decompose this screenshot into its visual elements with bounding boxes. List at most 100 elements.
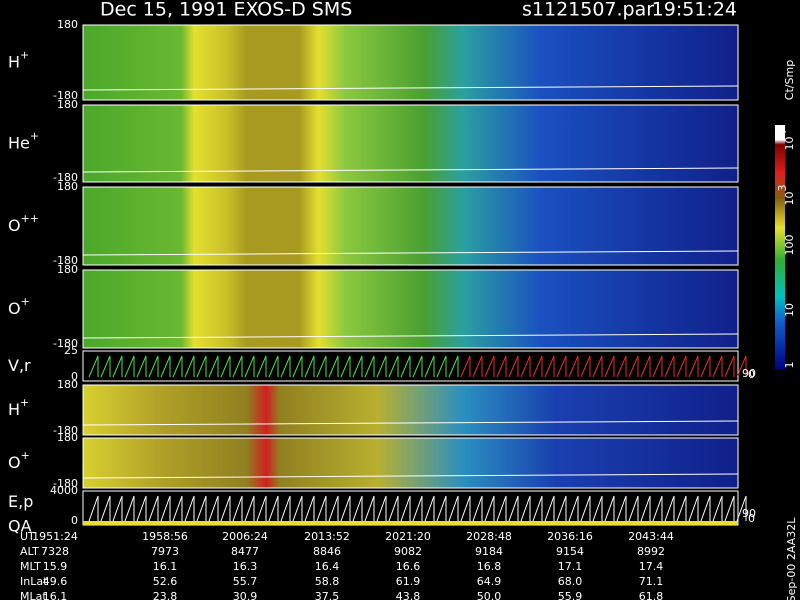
panel-label: H+ bbox=[8, 396, 29, 419]
axis-top: 180 bbox=[57, 180, 78, 193]
table-cell: 9154 bbox=[556, 545, 584, 558]
saw bbox=[580, 495, 591, 522]
saw bbox=[304, 495, 315, 522]
saw bbox=[256, 495, 267, 522]
table-cell: 8846 bbox=[313, 545, 341, 558]
table-cell: 2013:52 bbox=[304, 530, 350, 543]
table-cell: 1958:56 bbox=[142, 530, 188, 543]
axis-bottom: -180 bbox=[53, 254, 78, 267]
saw bbox=[340, 495, 351, 522]
spectrogram bbox=[82, 437, 739, 489]
saw bbox=[412, 355, 423, 378]
table-cell: 2036:16 bbox=[547, 530, 593, 543]
saw bbox=[388, 495, 399, 522]
panel-label-sup: + bbox=[21, 295, 30, 308]
saw bbox=[316, 355, 327, 378]
saw bbox=[172, 495, 183, 522]
panel-label-base: H bbox=[8, 52, 20, 71]
panel-label-base: O bbox=[8, 299, 21, 318]
table-cell: 43.8 bbox=[396, 590, 421, 600]
saw bbox=[472, 495, 483, 522]
color-tick: 103 bbox=[776, 185, 796, 206]
color-tick-base: 10 bbox=[783, 192, 796, 206]
saw bbox=[88, 495, 99, 522]
table-cell: 61.8 bbox=[639, 590, 664, 600]
table-cell: 61.9 bbox=[396, 575, 421, 588]
panel-label: He+ bbox=[8, 130, 39, 153]
trace bbox=[82, 167, 739, 173]
panel-label-sup: ++ bbox=[21, 212, 39, 225]
panel-label: O+ bbox=[8, 449, 30, 472]
panel-label-sup: + bbox=[30, 130, 39, 143]
saw bbox=[352, 355, 363, 378]
axis-right-top: 90 bbox=[742, 507, 756, 520]
panel-label: V,r bbox=[8, 356, 31, 375]
saw bbox=[328, 495, 339, 522]
file-name: s1121507.par bbox=[522, 0, 654, 21]
axis-top: 4000 bbox=[50, 484, 78, 497]
row-label: ALT bbox=[20, 545, 39, 558]
saw bbox=[256, 355, 267, 378]
saw bbox=[280, 495, 291, 522]
table-cell: 2028:48 bbox=[466, 530, 512, 543]
saw bbox=[448, 355, 459, 378]
saw bbox=[124, 495, 135, 522]
saw bbox=[244, 495, 255, 522]
table-cell: 23.8 bbox=[153, 590, 178, 600]
color-tick: 100 bbox=[783, 235, 796, 256]
table-cell: 16.1 bbox=[153, 560, 178, 573]
table-cell: 7973 bbox=[151, 545, 179, 558]
time: 19:51:24 bbox=[652, 0, 737, 21]
saw bbox=[568, 495, 579, 522]
saw bbox=[652, 355, 663, 378]
color-tick: 1 bbox=[783, 362, 796, 369]
table-cell: 16.6 bbox=[396, 560, 421, 573]
saw bbox=[736, 495, 747, 522]
row-label: InLat bbox=[20, 575, 48, 588]
axis-bottom: 0 bbox=[71, 370, 78, 383]
saw bbox=[352, 495, 363, 522]
saw bbox=[220, 355, 231, 378]
saw bbox=[496, 355, 507, 378]
table-cell: 15.9 bbox=[43, 560, 68, 573]
saw bbox=[244, 355, 255, 378]
saw bbox=[220, 495, 231, 522]
color-unit: Ct/Smp bbox=[783, 60, 796, 100]
table-cell: 49.6 bbox=[43, 575, 68, 588]
saw bbox=[196, 355, 207, 378]
saw bbox=[400, 355, 411, 378]
saw bbox=[568, 355, 579, 378]
saw bbox=[280, 355, 291, 378]
saw bbox=[472, 355, 483, 378]
saw bbox=[328, 355, 339, 378]
axis-top: 180 bbox=[57, 18, 78, 31]
saw bbox=[592, 355, 603, 378]
table-cell: 1951:24 bbox=[32, 530, 78, 543]
axis-right-bottom: 0 bbox=[748, 368, 755, 381]
table-cell: 52.6 bbox=[153, 575, 178, 588]
saw bbox=[112, 355, 123, 378]
axis-bottom: -180 bbox=[53, 477, 78, 490]
axis-top: 180 bbox=[57, 263, 78, 276]
table-cell: 8477 bbox=[231, 545, 259, 558]
table-cell: 16.1 bbox=[43, 590, 68, 600]
saw bbox=[664, 355, 675, 378]
saw bbox=[688, 495, 699, 522]
saw bbox=[628, 355, 639, 378]
saw bbox=[424, 495, 435, 522]
axis-top: 180 bbox=[57, 378, 78, 391]
table-cell: 50.0 bbox=[477, 590, 502, 600]
saw bbox=[712, 495, 723, 522]
saw bbox=[700, 355, 711, 378]
saw bbox=[232, 495, 243, 522]
saw bbox=[532, 495, 543, 522]
saw bbox=[676, 355, 687, 378]
axis-top: 25 bbox=[64, 344, 78, 357]
title: Dec 15, 1991 EXOS-D SMS bbox=[100, 0, 352, 21]
trace bbox=[82, 250, 739, 256]
color-tick: 104 bbox=[776, 130, 796, 151]
table-cell: 71.1 bbox=[639, 575, 664, 588]
saw bbox=[172, 355, 183, 378]
table-cell: 2006:24 bbox=[222, 530, 268, 543]
